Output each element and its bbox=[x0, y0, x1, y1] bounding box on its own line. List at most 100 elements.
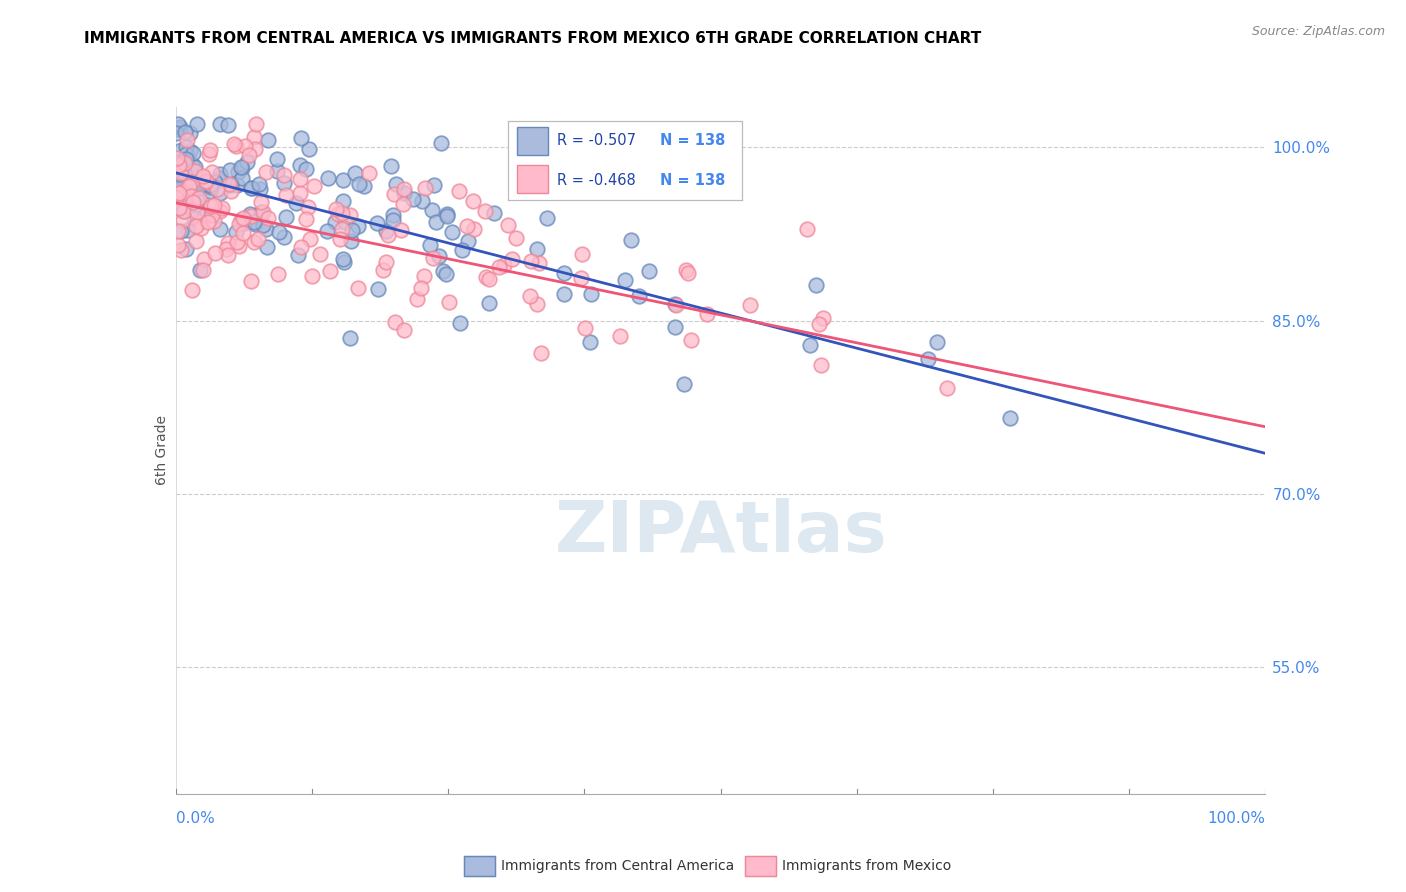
Point bbox=[239, 207, 262, 221]
Point bbox=[179, 144, 201, 158]
Point bbox=[342, 223, 364, 237]
Point bbox=[273, 229, 295, 244]
Point bbox=[170, 166, 193, 180]
Point bbox=[529, 256, 551, 270]
Point bbox=[450, 243, 472, 257]
Point bbox=[536, 211, 558, 225]
Point bbox=[437, 295, 460, 310]
Point bbox=[384, 315, 406, 329]
Point bbox=[201, 208, 224, 222]
Point bbox=[218, 178, 240, 192]
Point bbox=[381, 213, 404, 227]
Point bbox=[166, 151, 188, 165]
Point bbox=[366, 216, 388, 230]
Point bbox=[232, 216, 254, 230]
Point bbox=[332, 252, 354, 266]
Text: Immigrants from Central America: Immigrants from Central America bbox=[501, 859, 734, 873]
Point bbox=[191, 169, 214, 184]
Point bbox=[288, 158, 311, 172]
Point bbox=[353, 179, 375, 194]
Text: ZIPAtlas: ZIPAtlas bbox=[554, 499, 887, 567]
Point bbox=[619, 233, 641, 247]
Point bbox=[332, 255, 354, 269]
Point bbox=[475, 269, 498, 284]
Point bbox=[243, 215, 266, 229]
Point bbox=[463, 221, 485, 235]
Point bbox=[239, 274, 262, 288]
Point bbox=[295, 161, 318, 176]
Point bbox=[427, 249, 450, 263]
Point bbox=[225, 139, 247, 153]
Point bbox=[166, 177, 188, 191]
Point bbox=[385, 177, 408, 191]
Point bbox=[302, 178, 325, 193]
Point bbox=[389, 222, 412, 236]
Point bbox=[935, 380, 957, 394]
Point bbox=[186, 193, 208, 207]
Point bbox=[243, 235, 266, 249]
Point bbox=[217, 118, 239, 132]
Point bbox=[257, 211, 280, 225]
Point bbox=[188, 191, 211, 205]
Point bbox=[382, 208, 405, 222]
Point bbox=[173, 156, 195, 170]
Point bbox=[172, 154, 194, 169]
Point bbox=[215, 242, 238, 256]
Point bbox=[236, 155, 259, 169]
Point bbox=[569, 271, 592, 285]
Point bbox=[553, 286, 575, 301]
Point bbox=[254, 221, 277, 235]
Point bbox=[184, 198, 207, 212]
Point bbox=[190, 215, 212, 229]
Point bbox=[245, 142, 267, 156]
Point bbox=[198, 178, 221, 193]
Point bbox=[340, 234, 363, 248]
Point bbox=[298, 142, 321, 156]
Point bbox=[177, 178, 200, 193]
Point bbox=[188, 262, 211, 277]
Point bbox=[474, 204, 496, 219]
Point bbox=[810, 359, 832, 373]
Point bbox=[194, 175, 217, 189]
Point bbox=[419, 238, 441, 252]
Point bbox=[252, 204, 274, 219]
Point bbox=[233, 139, 256, 153]
Point bbox=[186, 177, 208, 191]
Point bbox=[413, 181, 436, 195]
Point bbox=[578, 334, 600, 349]
Point bbox=[226, 178, 249, 192]
Point bbox=[676, 266, 699, 280]
Point bbox=[240, 181, 263, 195]
Point bbox=[526, 297, 548, 311]
Point bbox=[664, 297, 686, 311]
Point bbox=[176, 133, 198, 147]
Point bbox=[202, 197, 225, 211]
Point bbox=[250, 205, 273, 219]
Point bbox=[256, 133, 278, 147]
FancyBboxPatch shape bbox=[517, 127, 548, 154]
Point bbox=[496, 218, 519, 232]
Point bbox=[382, 187, 405, 202]
Point bbox=[173, 166, 195, 180]
Text: N = 138: N = 138 bbox=[661, 172, 725, 187]
Text: R = -0.507: R = -0.507 bbox=[557, 133, 637, 148]
Point bbox=[231, 160, 253, 174]
Point bbox=[194, 173, 217, 187]
Point bbox=[209, 222, 232, 236]
Point bbox=[434, 267, 457, 281]
Point bbox=[325, 202, 347, 216]
Point bbox=[228, 217, 250, 231]
Point bbox=[323, 215, 346, 229]
Point bbox=[200, 184, 222, 198]
Point bbox=[176, 147, 198, 161]
Point bbox=[329, 232, 352, 246]
Point bbox=[309, 247, 332, 261]
Point bbox=[290, 240, 312, 254]
Point bbox=[200, 178, 222, 192]
Point bbox=[193, 208, 215, 222]
Point bbox=[574, 320, 596, 334]
Point bbox=[392, 197, 415, 211]
Point bbox=[200, 180, 222, 194]
Point bbox=[436, 207, 458, 221]
Point bbox=[808, 317, 831, 331]
